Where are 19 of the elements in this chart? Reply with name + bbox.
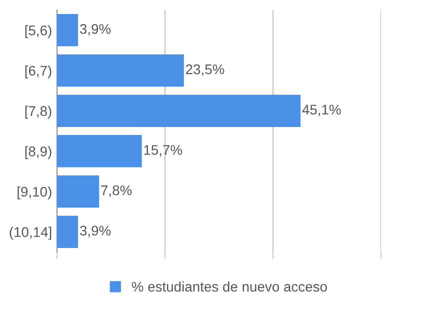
bar xyxy=(57,216,78,248)
y-tick-label: [8,9) xyxy=(25,146,52,160)
data-label: 3,9% xyxy=(80,226,111,238)
y-tick-label: (10,14] xyxy=(10,226,52,240)
data-label: 23,5% xyxy=(186,64,224,76)
bar xyxy=(57,135,142,168)
data-label: 7,8% xyxy=(101,185,132,197)
bar xyxy=(57,175,100,208)
legend-label: % estudiantes de nuevo acceso xyxy=(132,281,327,292)
y-tick-label: [9,10) xyxy=(18,186,52,200)
bar xyxy=(57,54,184,87)
data-label: 45,1% xyxy=(302,104,341,116)
y-tick-label: [6,7) xyxy=(25,65,52,78)
data-label: 3,9% xyxy=(80,24,111,36)
bar xyxy=(57,14,78,46)
data-label: 15,7% xyxy=(144,145,182,157)
y-tick-label: [5,6) xyxy=(25,25,52,38)
bar xyxy=(57,94,301,127)
y-tick-label: [7,8) xyxy=(25,106,52,119)
